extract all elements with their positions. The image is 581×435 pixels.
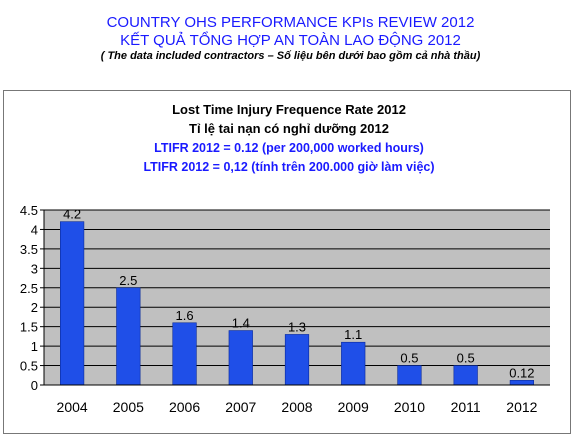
slide-title: COUNTRY OHS PERFORMANCE KPIs REVIEW 2012… xyxy=(0,14,581,50)
x-tick-label-2010: 2010 xyxy=(394,399,425,415)
data-label-2008: 1.3 xyxy=(288,319,306,334)
x-tick-label-2012: 2012 xyxy=(506,399,537,415)
x-tick-label-2008: 2008 xyxy=(281,399,312,415)
y-tick-label: 4.5 xyxy=(20,203,38,218)
axes: 0 0.5 1 1.5 2 2.5 3 3.5 4 4.5 2004 2005 2006 2007 2008… xyxy=(20,203,550,415)
bar-2008 xyxy=(284,334,310,386)
chart-title-line2: Tỉ lệ tai nạn có nghỉ dưỡng 2012 xyxy=(189,121,389,136)
y-tick-label: 3 xyxy=(31,261,38,276)
chart-annotation-en: LTIFR 2012 = 0.12 (per 200,000 worked ho… xyxy=(154,141,424,155)
bar-2012 xyxy=(509,380,534,386)
bar-2004 xyxy=(60,221,85,386)
data-label-2010: 0.5 xyxy=(400,351,418,366)
y-tick-label: 1 xyxy=(31,339,38,354)
data-labels: 4.2 2.5 1.6 1.4 1.3 1.1 0.5 0.5 0.12 xyxy=(63,207,534,381)
data-label-2012: 0.12 xyxy=(509,365,534,380)
data-label-2007: 1.4 xyxy=(232,316,250,331)
x-tick-label-2005: 2005 xyxy=(113,399,144,415)
slide-title-line1: COUNTRY OHS PERFORMANCE KPIs REVIEW 2012 xyxy=(106,14,475,31)
y-tick-label: 2.5 xyxy=(20,281,38,296)
bar-2006 xyxy=(172,322,197,386)
x-tick-label-2007: 2007 xyxy=(225,399,256,415)
y-tick-label: 2 xyxy=(31,300,38,315)
x-tick-label-2004: 2004 xyxy=(57,399,88,415)
bar-2010 xyxy=(397,365,422,386)
slide-title-line2: KẾT QUẢ TỔNG HỢP AN TOÀN LAO ĐỘNG 2012 xyxy=(120,32,461,49)
data-label-2005: 2.5 xyxy=(119,273,137,288)
bar-2011 xyxy=(453,365,478,386)
y-tick-label: 1.5 xyxy=(20,320,38,335)
chart-annotation-vi: LTIFR 2012 = 0,12 (tính trên 200.000 giờ… xyxy=(143,160,434,174)
data-label-2011: 0.5 xyxy=(457,351,475,366)
slide-subtitle: ( The data included contractors – Số liệ… xyxy=(100,50,481,62)
bar-2007 xyxy=(228,330,253,386)
data-label-2006: 1.6 xyxy=(176,308,194,323)
y-tick-label: 4 xyxy=(31,222,38,237)
bar-2009 xyxy=(341,341,366,386)
y-tick-label: 0 xyxy=(31,378,38,393)
y-tick-label: 3.5 xyxy=(20,242,38,257)
bar-2005 xyxy=(116,287,141,386)
data-label-2009: 1.1 xyxy=(344,327,362,342)
bars xyxy=(60,221,534,386)
x-tick-label-2009: 2009 xyxy=(338,399,369,415)
data-label-2004: 4.2 xyxy=(63,207,81,222)
x-tick-label-2006: 2006 xyxy=(169,399,200,415)
chart-title-line1: Lost Time Injury Frequence Rate 2012 xyxy=(172,102,406,117)
y-tick-label: 0.5 xyxy=(20,359,38,374)
x-tick-label-2011: 2011 xyxy=(451,399,481,415)
